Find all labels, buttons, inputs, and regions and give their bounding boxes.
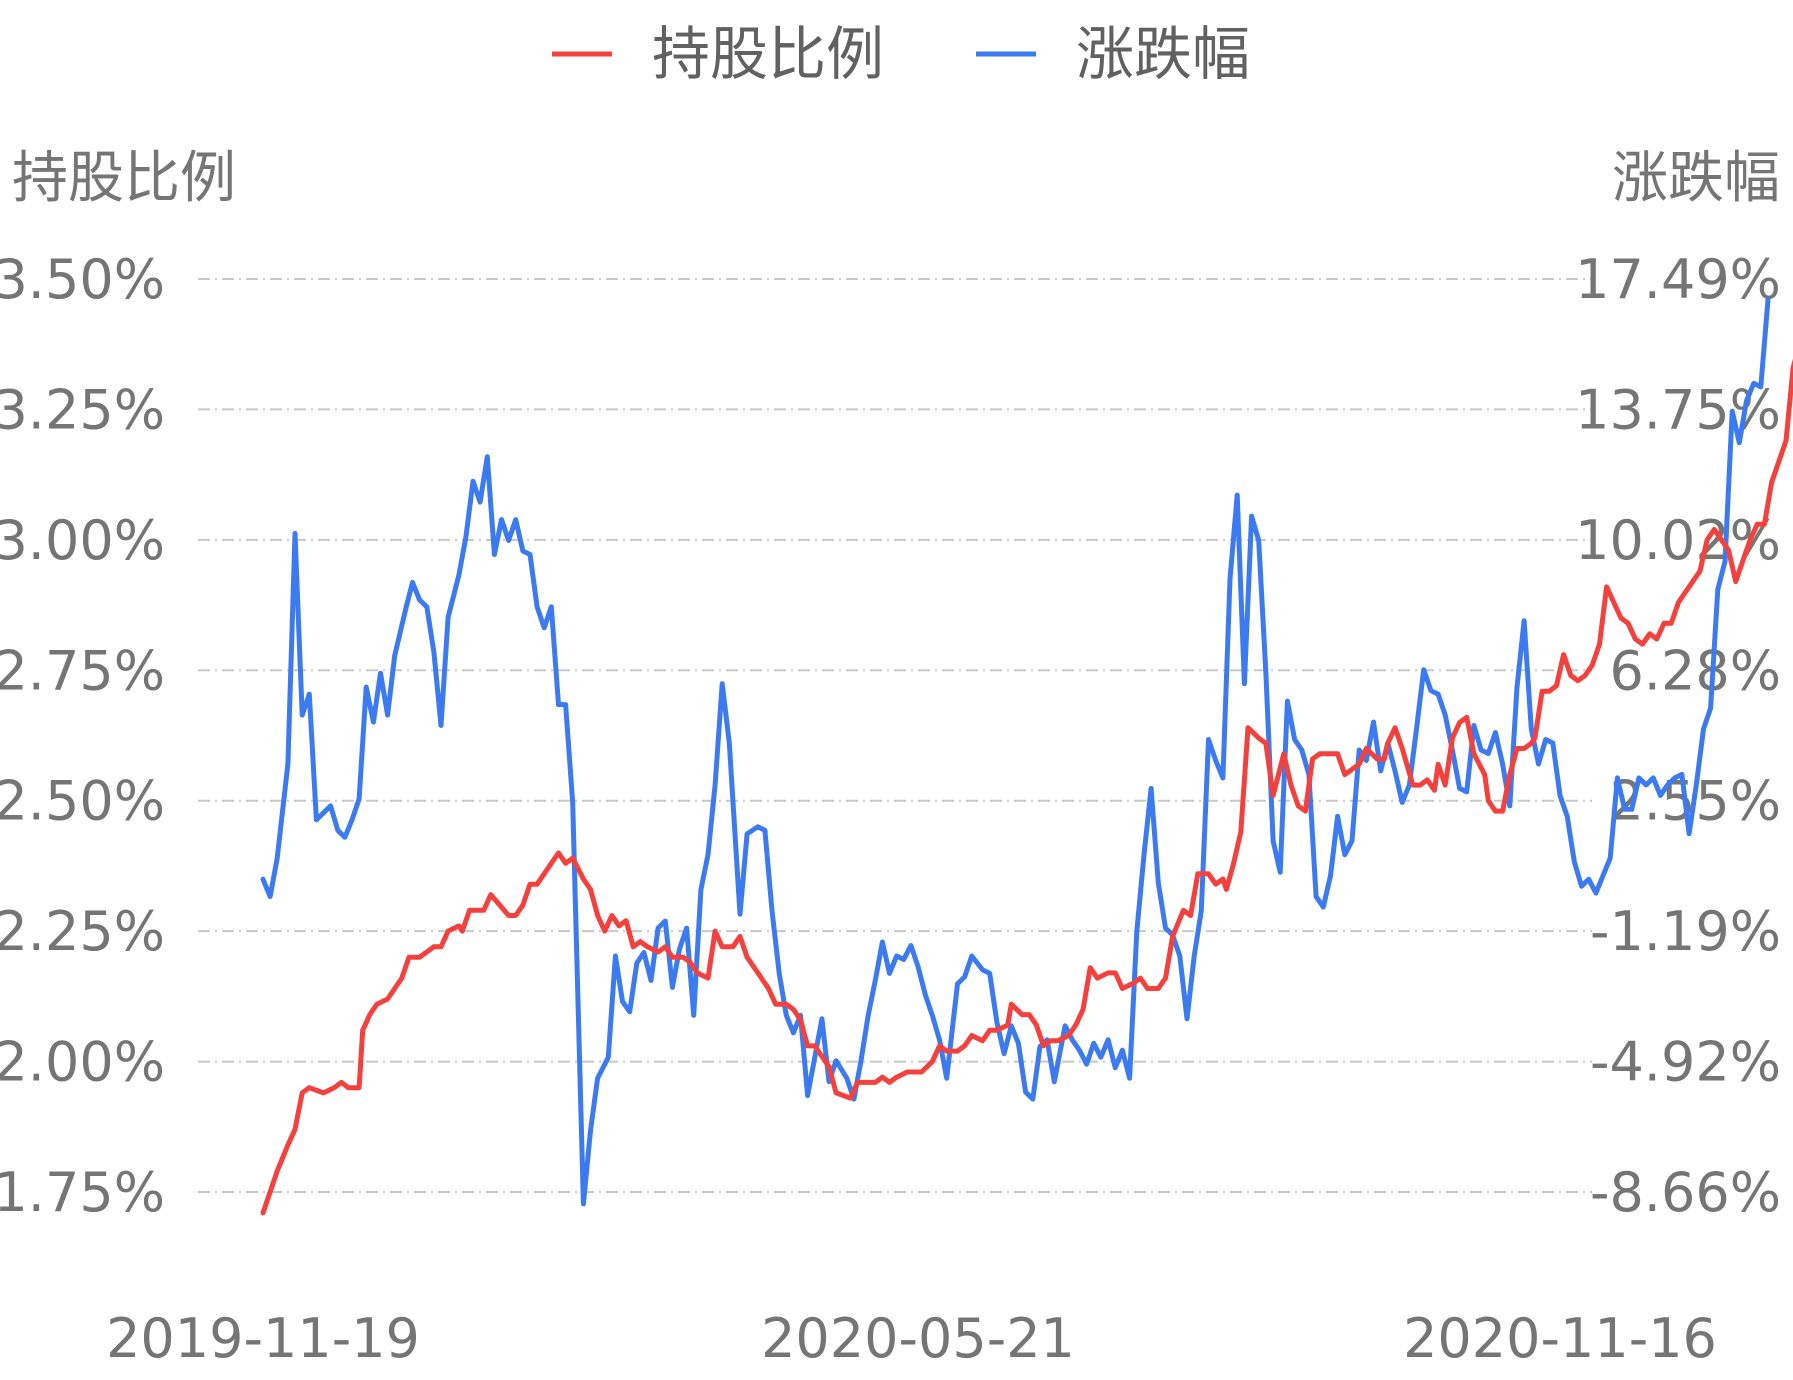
gridlines [198,278,1592,1193]
left-axis-ticks: 3.50% 3.25% 3.00% 2.75% 2.50% 2.25% 2.00% 1.75% [0,248,165,1224]
series-line-holding-ratio [260,358,1793,1216]
plot-lines [260,297,1793,1216]
left-tick-label: 3.50% [0,248,165,311]
legend[interactable]: 持股比例 涨跌幅 [552,20,1250,88]
left-tick-label: 3.00% [0,509,165,572]
x-tick-label: 2019-11-19 [106,1307,420,1370]
right-tick-label: 17.49% [1575,248,1781,311]
left-tick-label: 3.25% [0,378,165,441]
left-tick-label: 2.50% [0,770,165,833]
legend-label-holding-ratio: 持股比例 [652,20,884,88]
left-tick-label: 2.75% [0,639,165,702]
left-tick-label: 2.00% [0,1031,165,1094]
right-axis-ticks: 17.49%13.75%10.02%6.28%2.55%-1.19%-4.92%… [1575,248,1781,1224]
series-line-change-pct [260,297,1771,1207]
legend-label-change-pct: 涨跌幅 [1076,20,1250,88]
right-tick-label: 6.28% [1609,639,1781,702]
right-tick-label: 10.02% [1575,509,1781,572]
left-tick-label: 2.25% [0,900,165,963]
x-tick-label: 2020-05-21 [761,1307,1075,1370]
right-tick-label: -1.19% [1590,900,1781,963]
x-axis-ticks: 2019-11-19 2020-05-21 2020-11-16 [106,1307,1717,1370]
left-axis-title: 持股比例 [12,146,236,211]
x-tick-label: 2020-11-16 [1403,1307,1717,1370]
right-tick-label: -8.66% [1590,1161,1781,1224]
left-tick-label: 1.75% [0,1161,165,1224]
right-tick-label: -4.92% [1590,1031,1781,1094]
right-axis-title: 涨跌幅 [1612,146,1780,211]
